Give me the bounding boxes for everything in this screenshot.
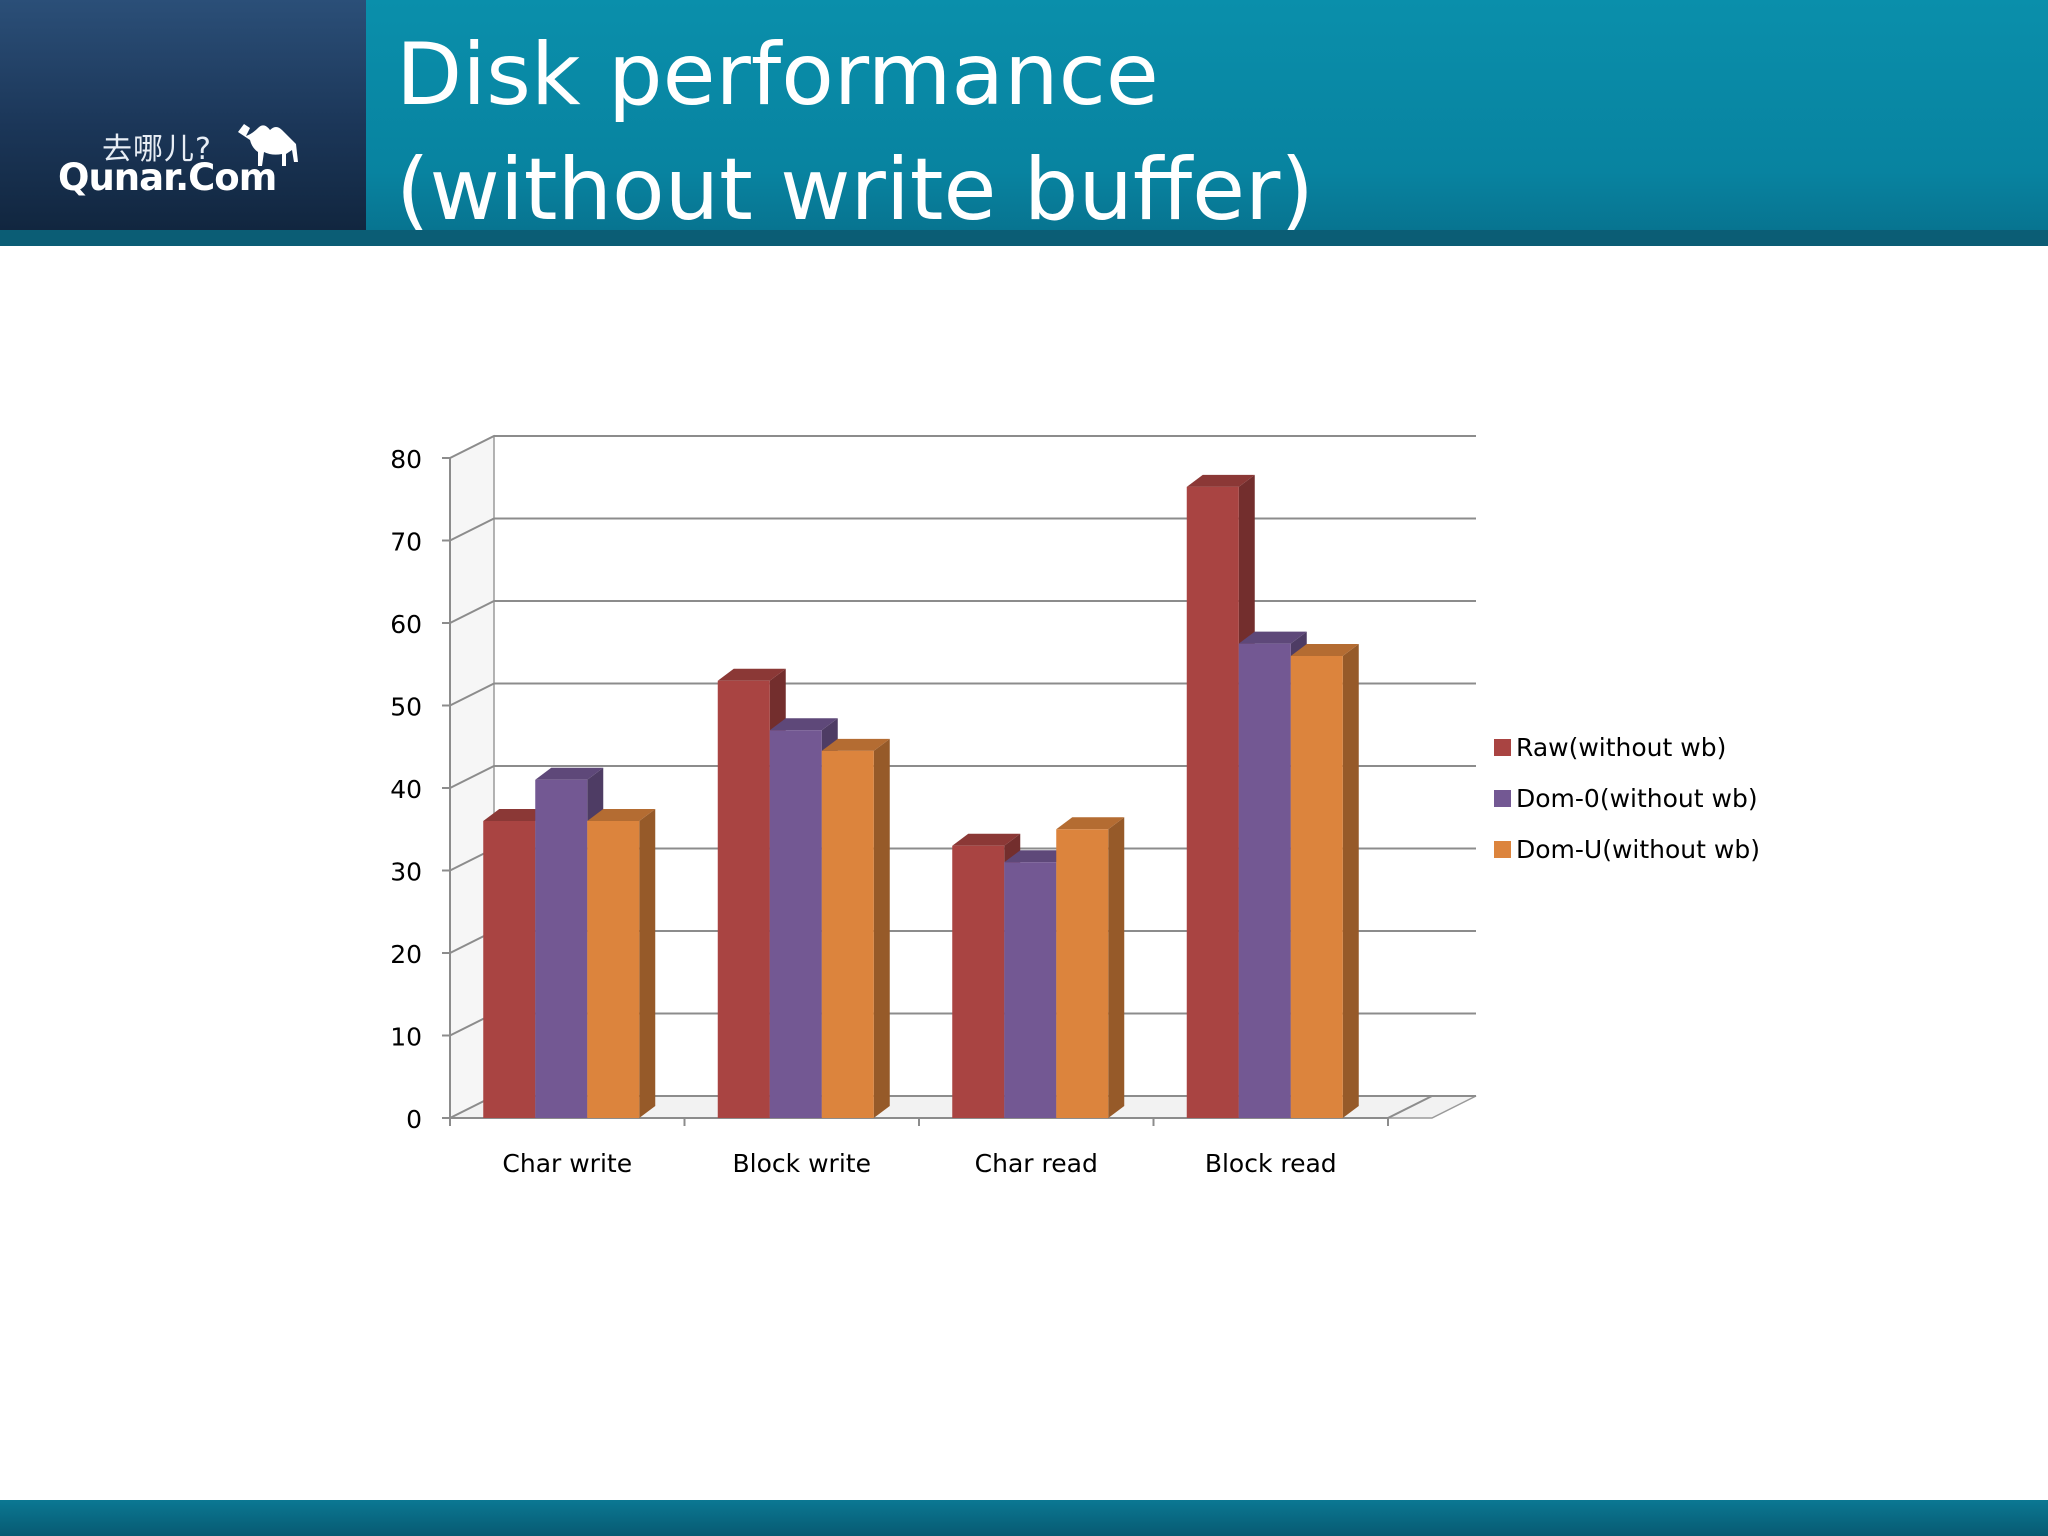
bar (1004, 862, 1057, 1118)
bar (952, 845, 1005, 1118)
qunar-logo: 去哪儿? Qunar.Com (0, 0, 366, 230)
bar (535, 779, 588, 1118)
bar-top (535, 767, 604, 780)
legend-swatch (1494, 841, 1511, 858)
slide-title: Disk performance (without write buffer) (396, 18, 1314, 248)
bar (1056, 829, 1109, 1118)
bar-top (483, 809, 552, 821)
x-category-label: Char write (502, 1149, 632, 1178)
legend-label: Dom-0(without wb) (1516, 784, 1758, 813)
bar (1186, 486, 1239, 1118)
gridline (449, 600, 1476, 624)
y-tick-label: 30 (390, 858, 422, 887)
chart-legend: Raw(without wb) Dom-0(without wb) Dom-U(wi… (1494, 733, 1760, 864)
y-tick-label: 50 (390, 693, 422, 722)
gridline (449, 435, 1476, 459)
floor-edge (1387, 1095, 1433, 1119)
bar (587, 821, 640, 1118)
y-axis-tick-labels: 0 10 20 30 40 50 60 70 80 (390, 445, 422, 1134)
y-tick-label: 80 (390, 445, 422, 474)
bar-top (1238, 631, 1307, 644)
y-tick-label: 20 (390, 940, 422, 969)
gridline (449, 517, 1476, 542)
logo-chinese-text: 去哪儿? (102, 132, 212, 167)
legend-swatch (1494, 739, 1511, 756)
bar (1238, 643, 1291, 1118)
bar-side (1108, 817, 1125, 1118)
y-tick-label: 10 (390, 1023, 422, 1052)
bar-top (821, 738, 890, 751)
y-tick-label: 40 (390, 775, 422, 804)
bar-top (952, 833, 1021, 846)
x-category-label: Char read (975, 1149, 1098, 1178)
slide-header: 去哪儿? Qunar.Com Disk performance (without… (0, 0, 2048, 246)
x-category-label: Block write (733, 1149, 871, 1178)
bar (483, 821, 536, 1118)
y-tick-label: 60 (390, 610, 422, 639)
bar (769, 730, 822, 1118)
gridline (449, 765, 1476, 789)
bar-top (769, 718, 838, 731)
bar-top (1056, 817, 1125, 830)
y-tick-label: 0 (406, 1105, 422, 1134)
x-axis-category-labels: Char write Block write Char read Block read (502, 1149, 1336, 1178)
bar-top (587, 809, 656, 821)
bar (717, 680, 770, 1118)
bar-side (873, 738, 890, 1118)
slide-footer (0, 1500, 2048, 1536)
header-bottom-strip (0, 230, 2048, 246)
gridline (449, 682, 1476, 707)
bar-top (1186, 474, 1255, 487)
bar-top (1290, 644, 1359, 656)
camel-icon (238, 124, 298, 166)
bar-top (1004, 850, 1073, 863)
logo-english-text: Qunar.Com (58, 156, 277, 199)
y-tick-label: 70 (390, 528, 422, 557)
bar (1290, 656, 1343, 1118)
chart-bars (483, 474, 1359, 1118)
legend-swatch (1494, 790, 1511, 807)
bar-side (1342, 644, 1359, 1118)
slide-title-line-1: Disk performance (396, 25, 1159, 125)
bar (821, 750, 874, 1118)
legend-label: Dom-U(without wb) (1516, 835, 1760, 864)
slide-title-line-2: (without write buffer) (396, 140, 1314, 240)
legend-label: Raw(without wb) (1516, 733, 1726, 762)
bar-side (639, 809, 656, 1118)
bar-top (717, 668, 786, 681)
x-category-label: Block read (1205, 1149, 1337, 1178)
